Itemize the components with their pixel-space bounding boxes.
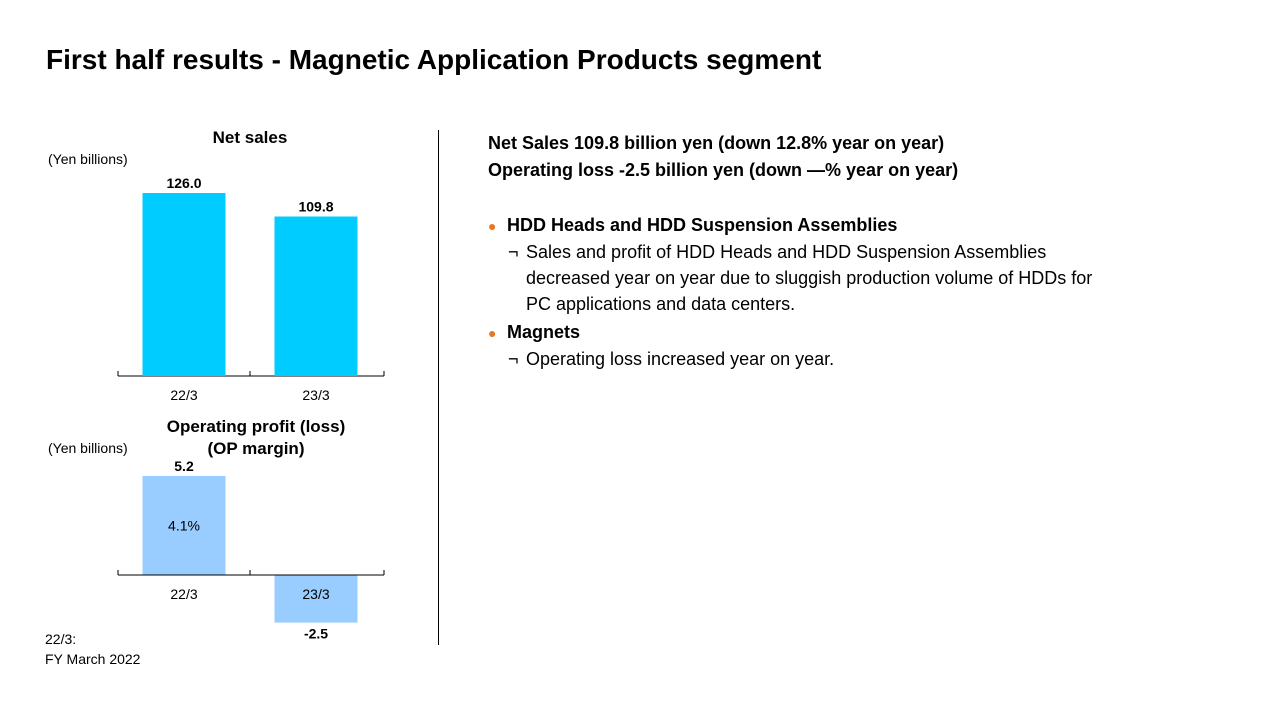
summary-panel: Net Sales 109.8 billion yen (down 12.8% … xyxy=(488,130,1208,372)
footnote-line-1: 22/3: xyxy=(45,631,77,647)
footnote: 22/3: FY March 2022 xyxy=(45,629,140,669)
sub-bullet-icon: ¬ xyxy=(508,242,519,262)
footnote-line-2: FY March 2022 xyxy=(45,651,141,667)
bullet-dot-icon: ● xyxy=(488,218,497,234)
net-sales-bar-22-3 xyxy=(142,193,226,376)
op-bar-23-3 xyxy=(274,575,358,623)
op-chart: 5.2 22/3 4.1% -2.5 23/3 xyxy=(117,458,385,642)
bullet-magnets-heading: Magnets xyxy=(507,322,581,342)
net-sales-value-label: 109.8 xyxy=(298,199,333,215)
summary-net-sales: Net Sales 109.8 billion yen (down 12.8% … xyxy=(488,133,945,153)
op-category-label: 22/3 xyxy=(170,586,197,602)
op-category-label: 23/3 xyxy=(302,586,329,602)
bullet-dot-icon: ● xyxy=(488,325,497,341)
vertical-divider xyxy=(438,130,439,645)
bullet-magnets: ● Magnets xyxy=(488,319,1208,346)
net-sales-category-label: 22/3 xyxy=(170,387,197,403)
op-bar-22-3 xyxy=(142,476,226,575)
net-sales-value-label: 126.0 xyxy=(166,175,201,191)
op-margin-label: 4.1% xyxy=(168,518,200,534)
bullet-hdd-line-2: decreased year on year due to sluggish p… xyxy=(526,268,1093,288)
op-chart-title: Operating profit (loss) (OP margin) xyxy=(136,416,376,460)
op-value-label: -2.5 xyxy=(304,626,328,642)
op-unit-label: (Yen billions) xyxy=(48,440,128,456)
op-chart-title-line-1: Operating profit (loss) xyxy=(166,417,346,436)
net-sales-chart-title: Net sales xyxy=(212,128,288,147)
net-sales-unit-label: (Yen billions) xyxy=(48,151,128,167)
bullet-hdd-line-3: PC applications and data centers. xyxy=(526,294,796,314)
page-title: First half results - Magnetic Applicatio… xyxy=(46,44,822,75)
bullet-hdd-line-1: Sales and profit of HDD Heads and HDD Su… xyxy=(526,242,1047,262)
bullet-hdd-heading: HDD Heads and HDD Suspension Assemblies xyxy=(507,215,898,235)
bullet-magnets-line-1: Operating loss increased year on year. xyxy=(526,349,835,369)
net-sales-bar-23-3 xyxy=(274,216,358,376)
net-sales-chart: 126.0 22/3 109.8 23/3 xyxy=(117,175,385,403)
op-chart-title-line-2: (OP margin) xyxy=(207,439,305,458)
summary-operating-loss: Operating loss -2.5 billion yen (down —%… xyxy=(488,160,959,180)
bullet-hdd: ● HDD Heads and HDD Suspension Assemblies xyxy=(488,212,1208,239)
net-sales-category-label: 23/3 xyxy=(302,387,329,403)
op-value-label: 5.2 xyxy=(174,458,194,474)
bullet-hdd-detail: ¬ Sales and profit of HDD Heads and HDD … xyxy=(488,239,1208,317)
bullet-magnets-detail: ¬ Operating loss increased year on year. xyxy=(488,346,1208,372)
sub-bullet-icon: ¬ xyxy=(508,349,519,369)
